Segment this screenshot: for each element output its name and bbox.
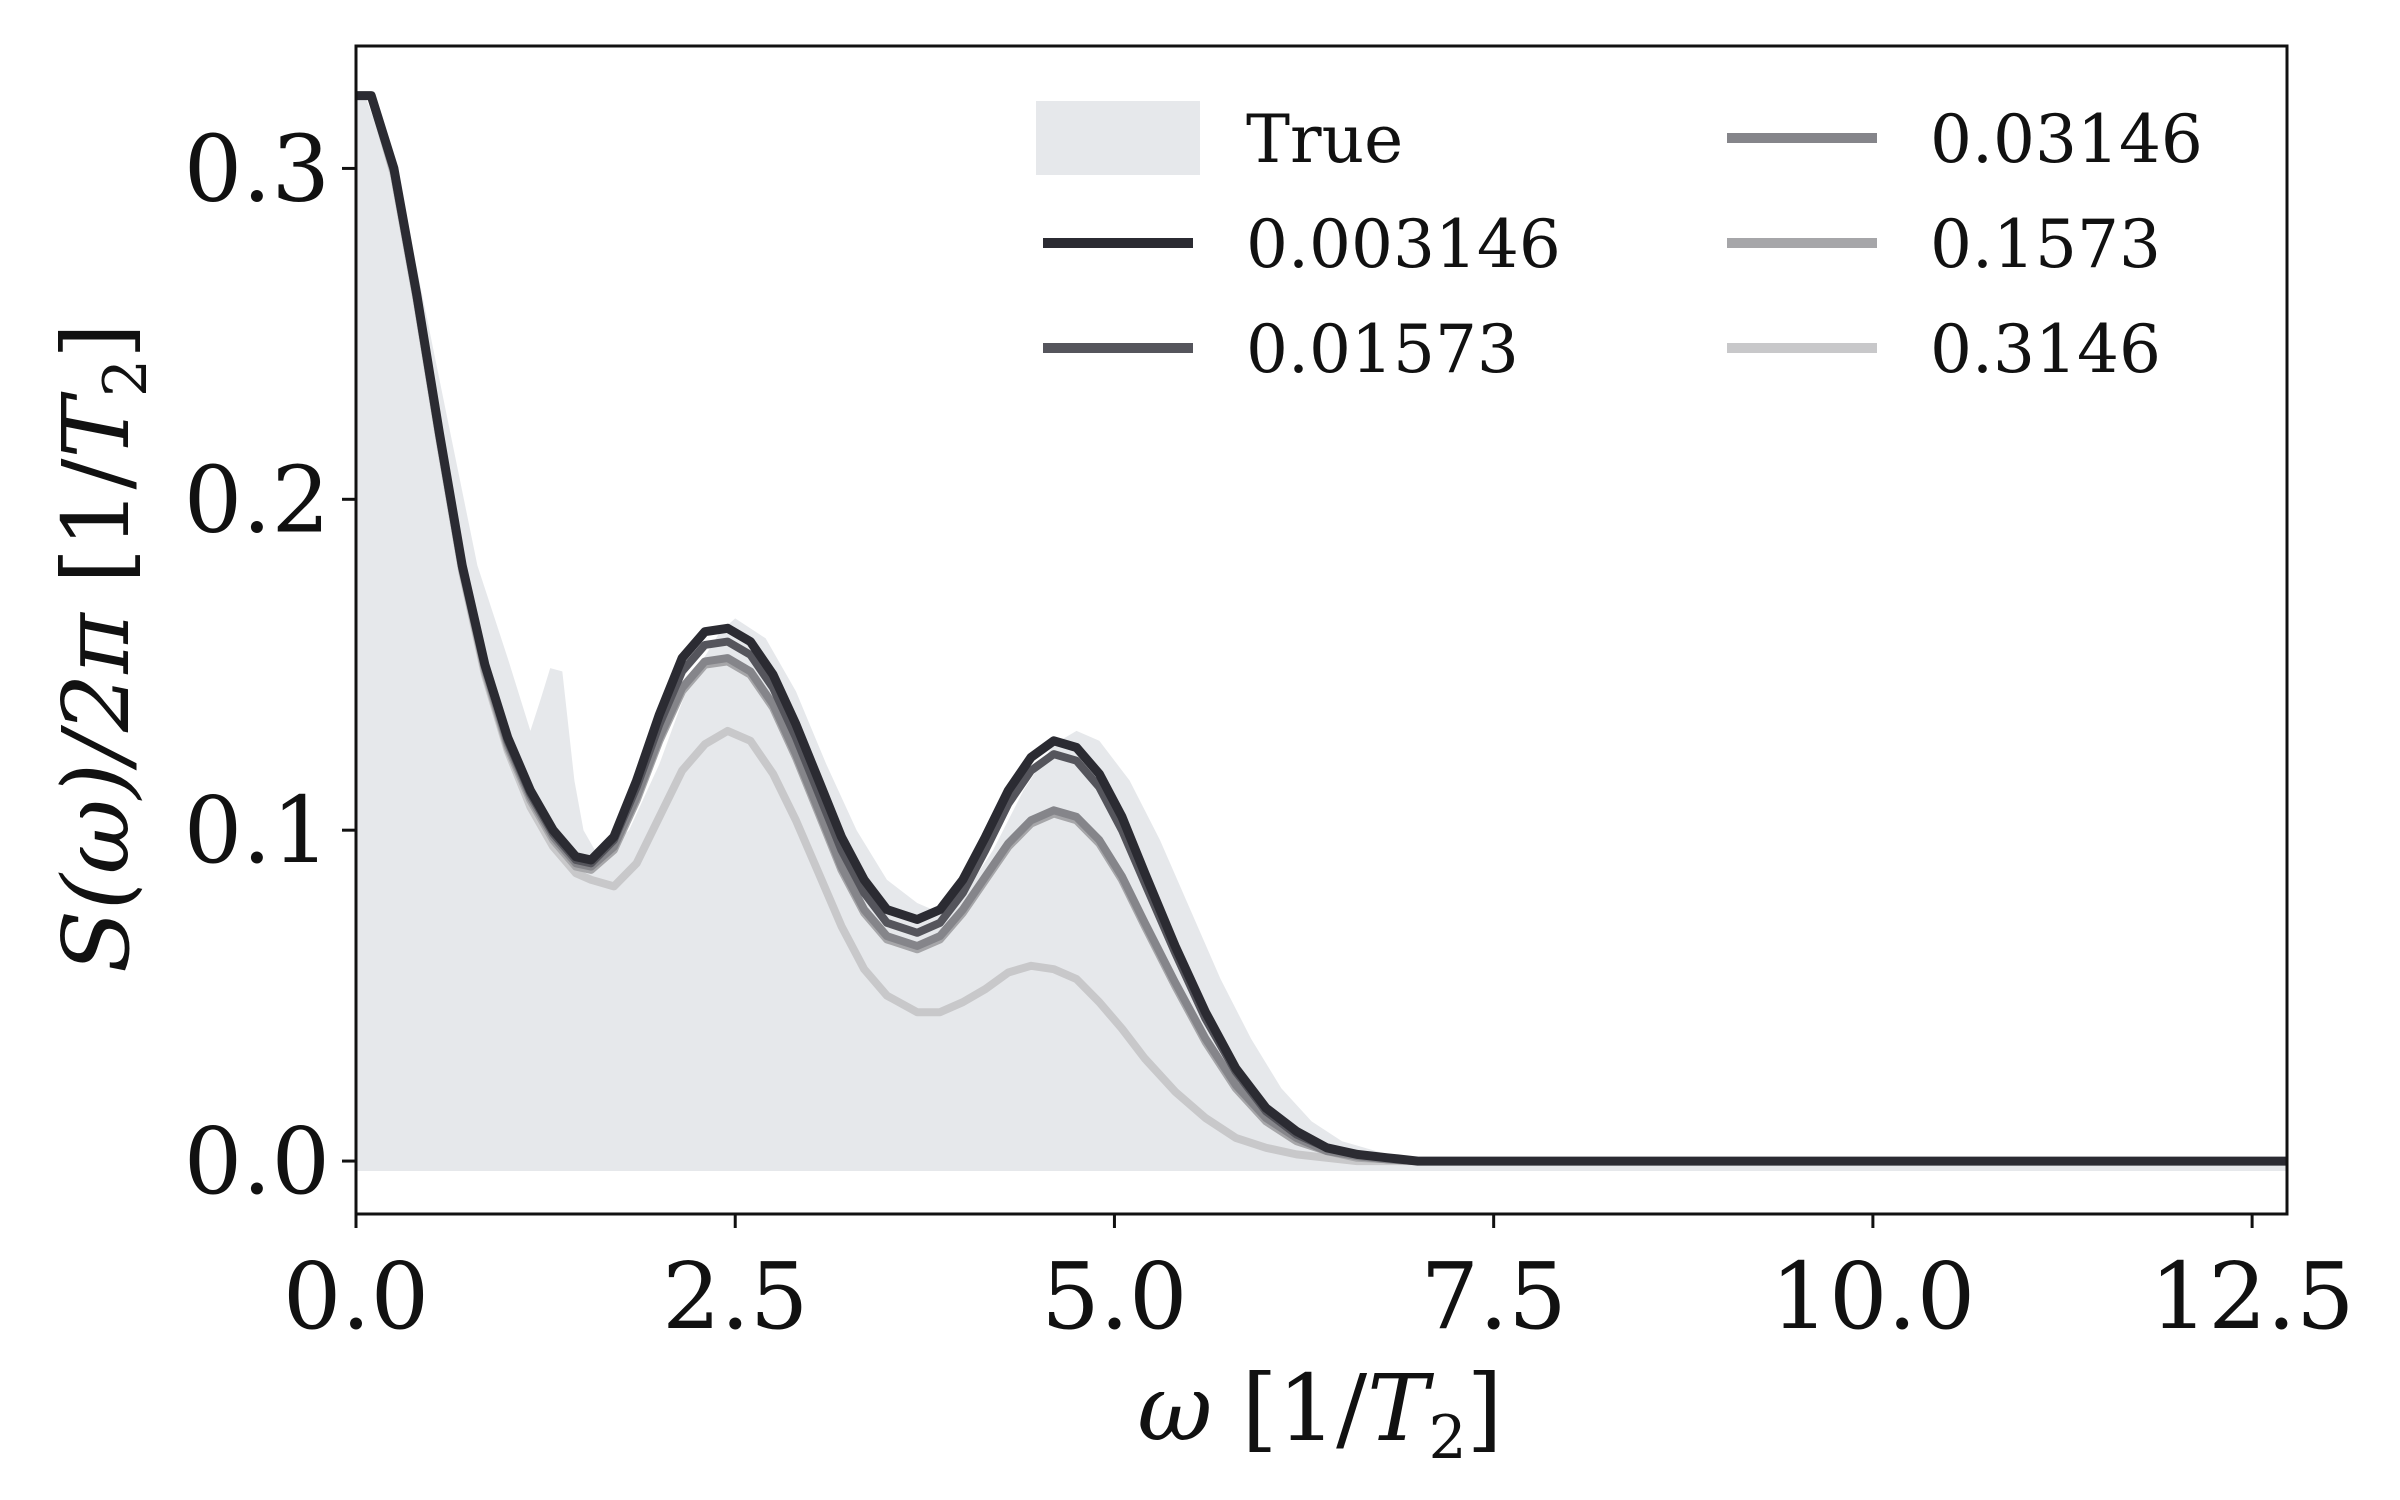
legend-label: 0.1573	[1930, 206, 2161, 283]
plot-frame	[354, 44, 2289, 1216]
x-tick-label: 7.5	[1421, 1243, 1567, 1350]
legend-label: 0.01573	[1246, 311, 1519, 388]
y-tick-label: 0.0	[184, 1108, 330, 1215]
y-axis-title: S(ω)/2π [1/T2]	[43, 323, 161, 973]
x-tick-label: 0.0	[283, 1243, 429, 1350]
y-tick-label: 0.2	[184, 446, 330, 553]
legend-label: 0.03146	[1930, 101, 2203, 178]
true-area	[356, 92, 2287, 1171]
legend-label: 0.003146	[1246, 206, 1561, 283]
plot-series-group	[356, 91, 2287, 1171]
x-tick-label: 5.0	[1041, 1243, 1187, 1350]
axis-ticks: 0.0 2.5 5.0 7.5 10.0 12.5 0.0 0.1 0.2 0.3	[184, 115, 2355, 1350]
legend-label: 0.3146	[1930, 311, 2161, 388]
legend-patch-true	[1036, 101, 1200, 175]
plot-area	[356, 91, 2287, 1171]
x-tick-label: 12.5	[2150, 1243, 2355, 1350]
legend-label: True	[1246, 101, 1403, 178]
x-tick-label: 10.0	[1770, 1243, 1975, 1350]
x-axis-title: ω [1/T2]	[1137, 1355, 1502, 1473]
y-tick-label: 0.3	[184, 115, 330, 222]
legend: True 0.003146 0.01573 0.03146 0.1573 0.3146	[1036, 101, 2203, 388]
series-line-1	[356, 91, 2287, 1166]
y-tick-label: 0.1	[184, 777, 330, 884]
x-tick-label: 2.5	[662, 1243, 808, 1350]
